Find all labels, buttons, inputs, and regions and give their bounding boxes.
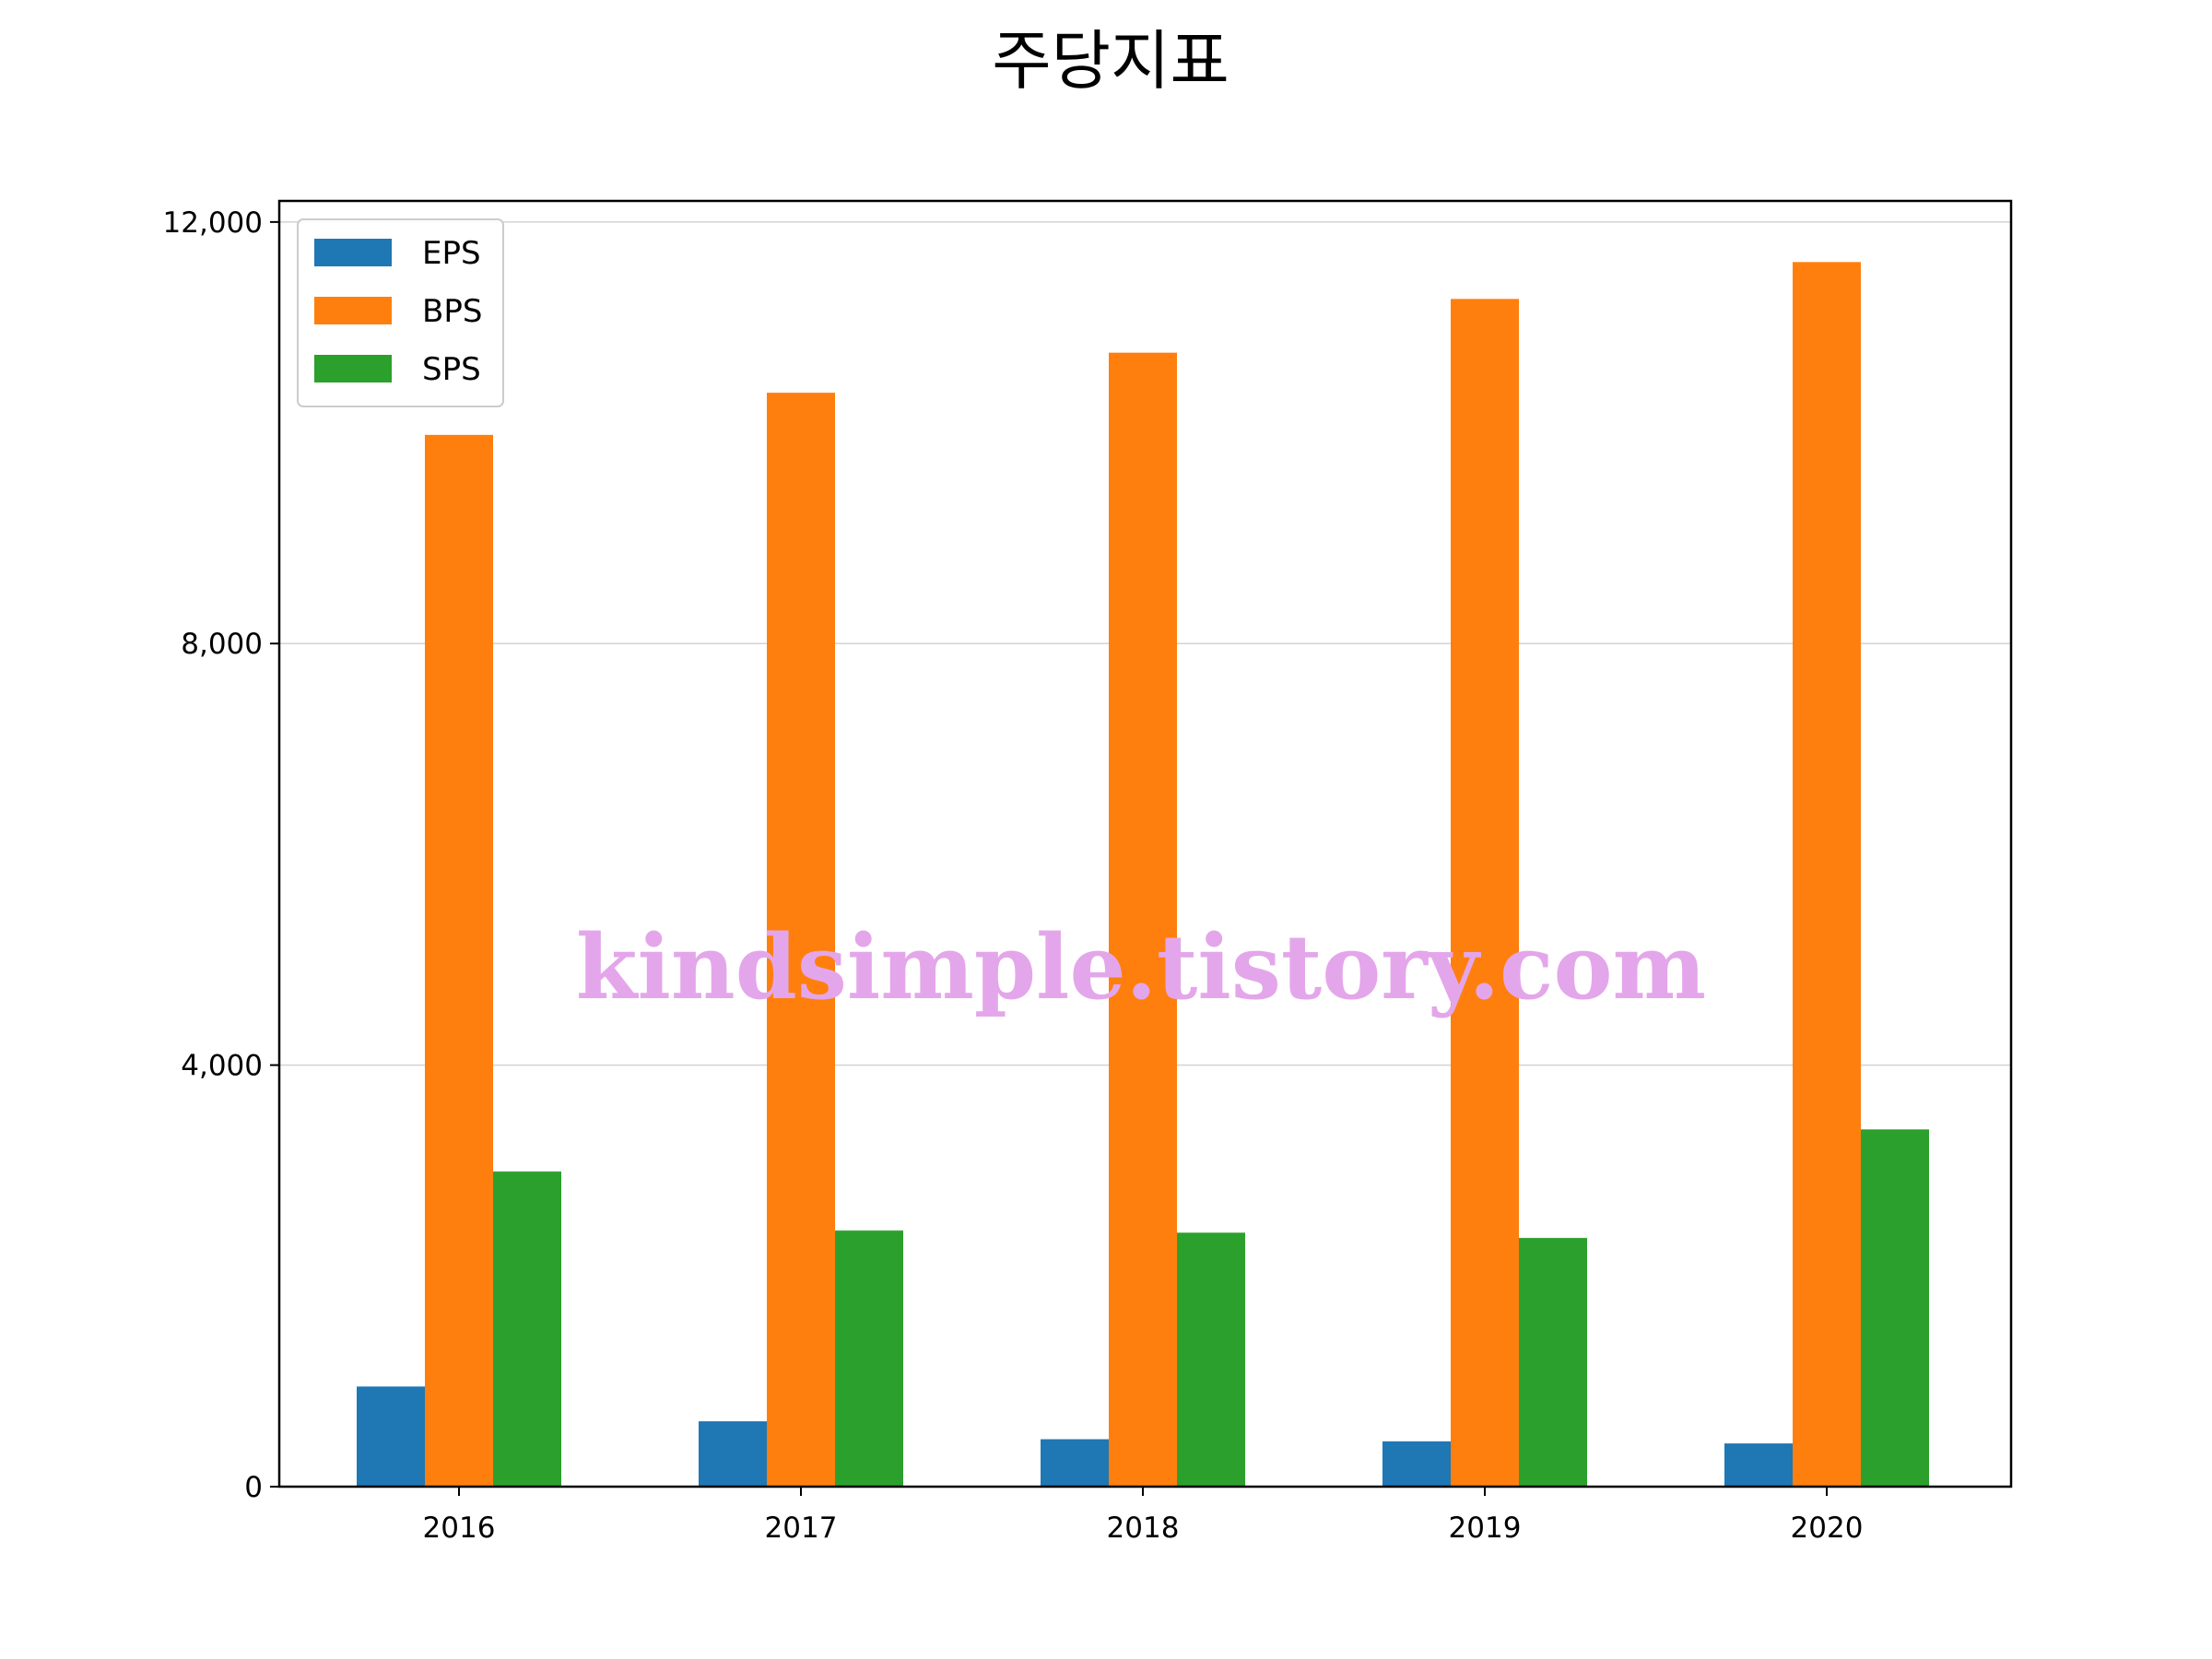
bar-bps-2019 xyxy=(1451,299,1519,1488)
bar-bps-2018 xyxy=(1109,352,1177,1487)
bar-sps-2016 xyxy=(493,1171,561,1487)
legend-swatch-bps xyxy=(314,297,392,324)
watermark-text: kindsimple.tistory.com xyxy=(576,915,1706,1019)
bar-bps-2017 xyxy=(767,393,835,1487)
axes: 0 4,000 8,000 12,000 2016 2017 2018 2019 2020 xyxy=(163,199,2013,1545)
y-tick-label: 4,000 xyxy=(181,1050,263,1083)
x-tick-label: 2018 xyxy=(1107,1512,1180,1545)
bar-sps-2020 xyxy=(1861,1129,1929,1487)
legend-swatch-sps xyxy=(314,355,392,382)
legend-label-eps: EPS xyxy=(422,235,481,272)
x-tick-label: 2016 xyxy=(423,1512,496,1545)
bars xyxy=(357,262,1929,1488)
bar-eps-2020 xyxy=(1724,1443,1793,1487)
bar-eps-2017 xyxy=(699,1421,767,1487)
x-tick-label: 2020 xyxy=(1791,1512,1864,1545)
bar-eps-2019 xyxy=(1382,1441,1451,1487)
y-tick-label: 0 xyxy=(244,1471,263,1504)
plot-frame xyxy=(277,199,2013,1488)
y-tick-label: 8,000 xyxy=(181,628,263,661)
legend-swatch-eps xyxy=(314,239,392,266)
x-tick-label: 2017 xyxy=(765,1512,838,1545)
bar-sps-2019 xyxy=(1519,1238,1587,1487)
bar-eps-2016 xyxy=(357,1386,425,1487)
bar-bps-2020 xyxy=(1793,262,1861,1487)
legend-label-bps: BPS xyxy=(422,293,482,330)
bar-eps-2018 xyxy=(1041,1439,1109,1487)
chart-title: 주당지표 xyxy=(992,23,1230,99)
bar-sps-2017 xyxy=(835,1230,903,1487)
y-tick-label: 12,000 xyxy=(163,206,263,240)
x-tick-label: 2019 xyxy=(1449,1512,1522,1545)
legend: EPS BPS SPS xyxy=(297,218,504,407)
legend-label-sps: SPS xyxy=(422,351,481,388)
bar-bps-2016 xyxy=(425,434,493,1488)
bar-sps-2018 xyxy=(1177,1232,1245,1487)
